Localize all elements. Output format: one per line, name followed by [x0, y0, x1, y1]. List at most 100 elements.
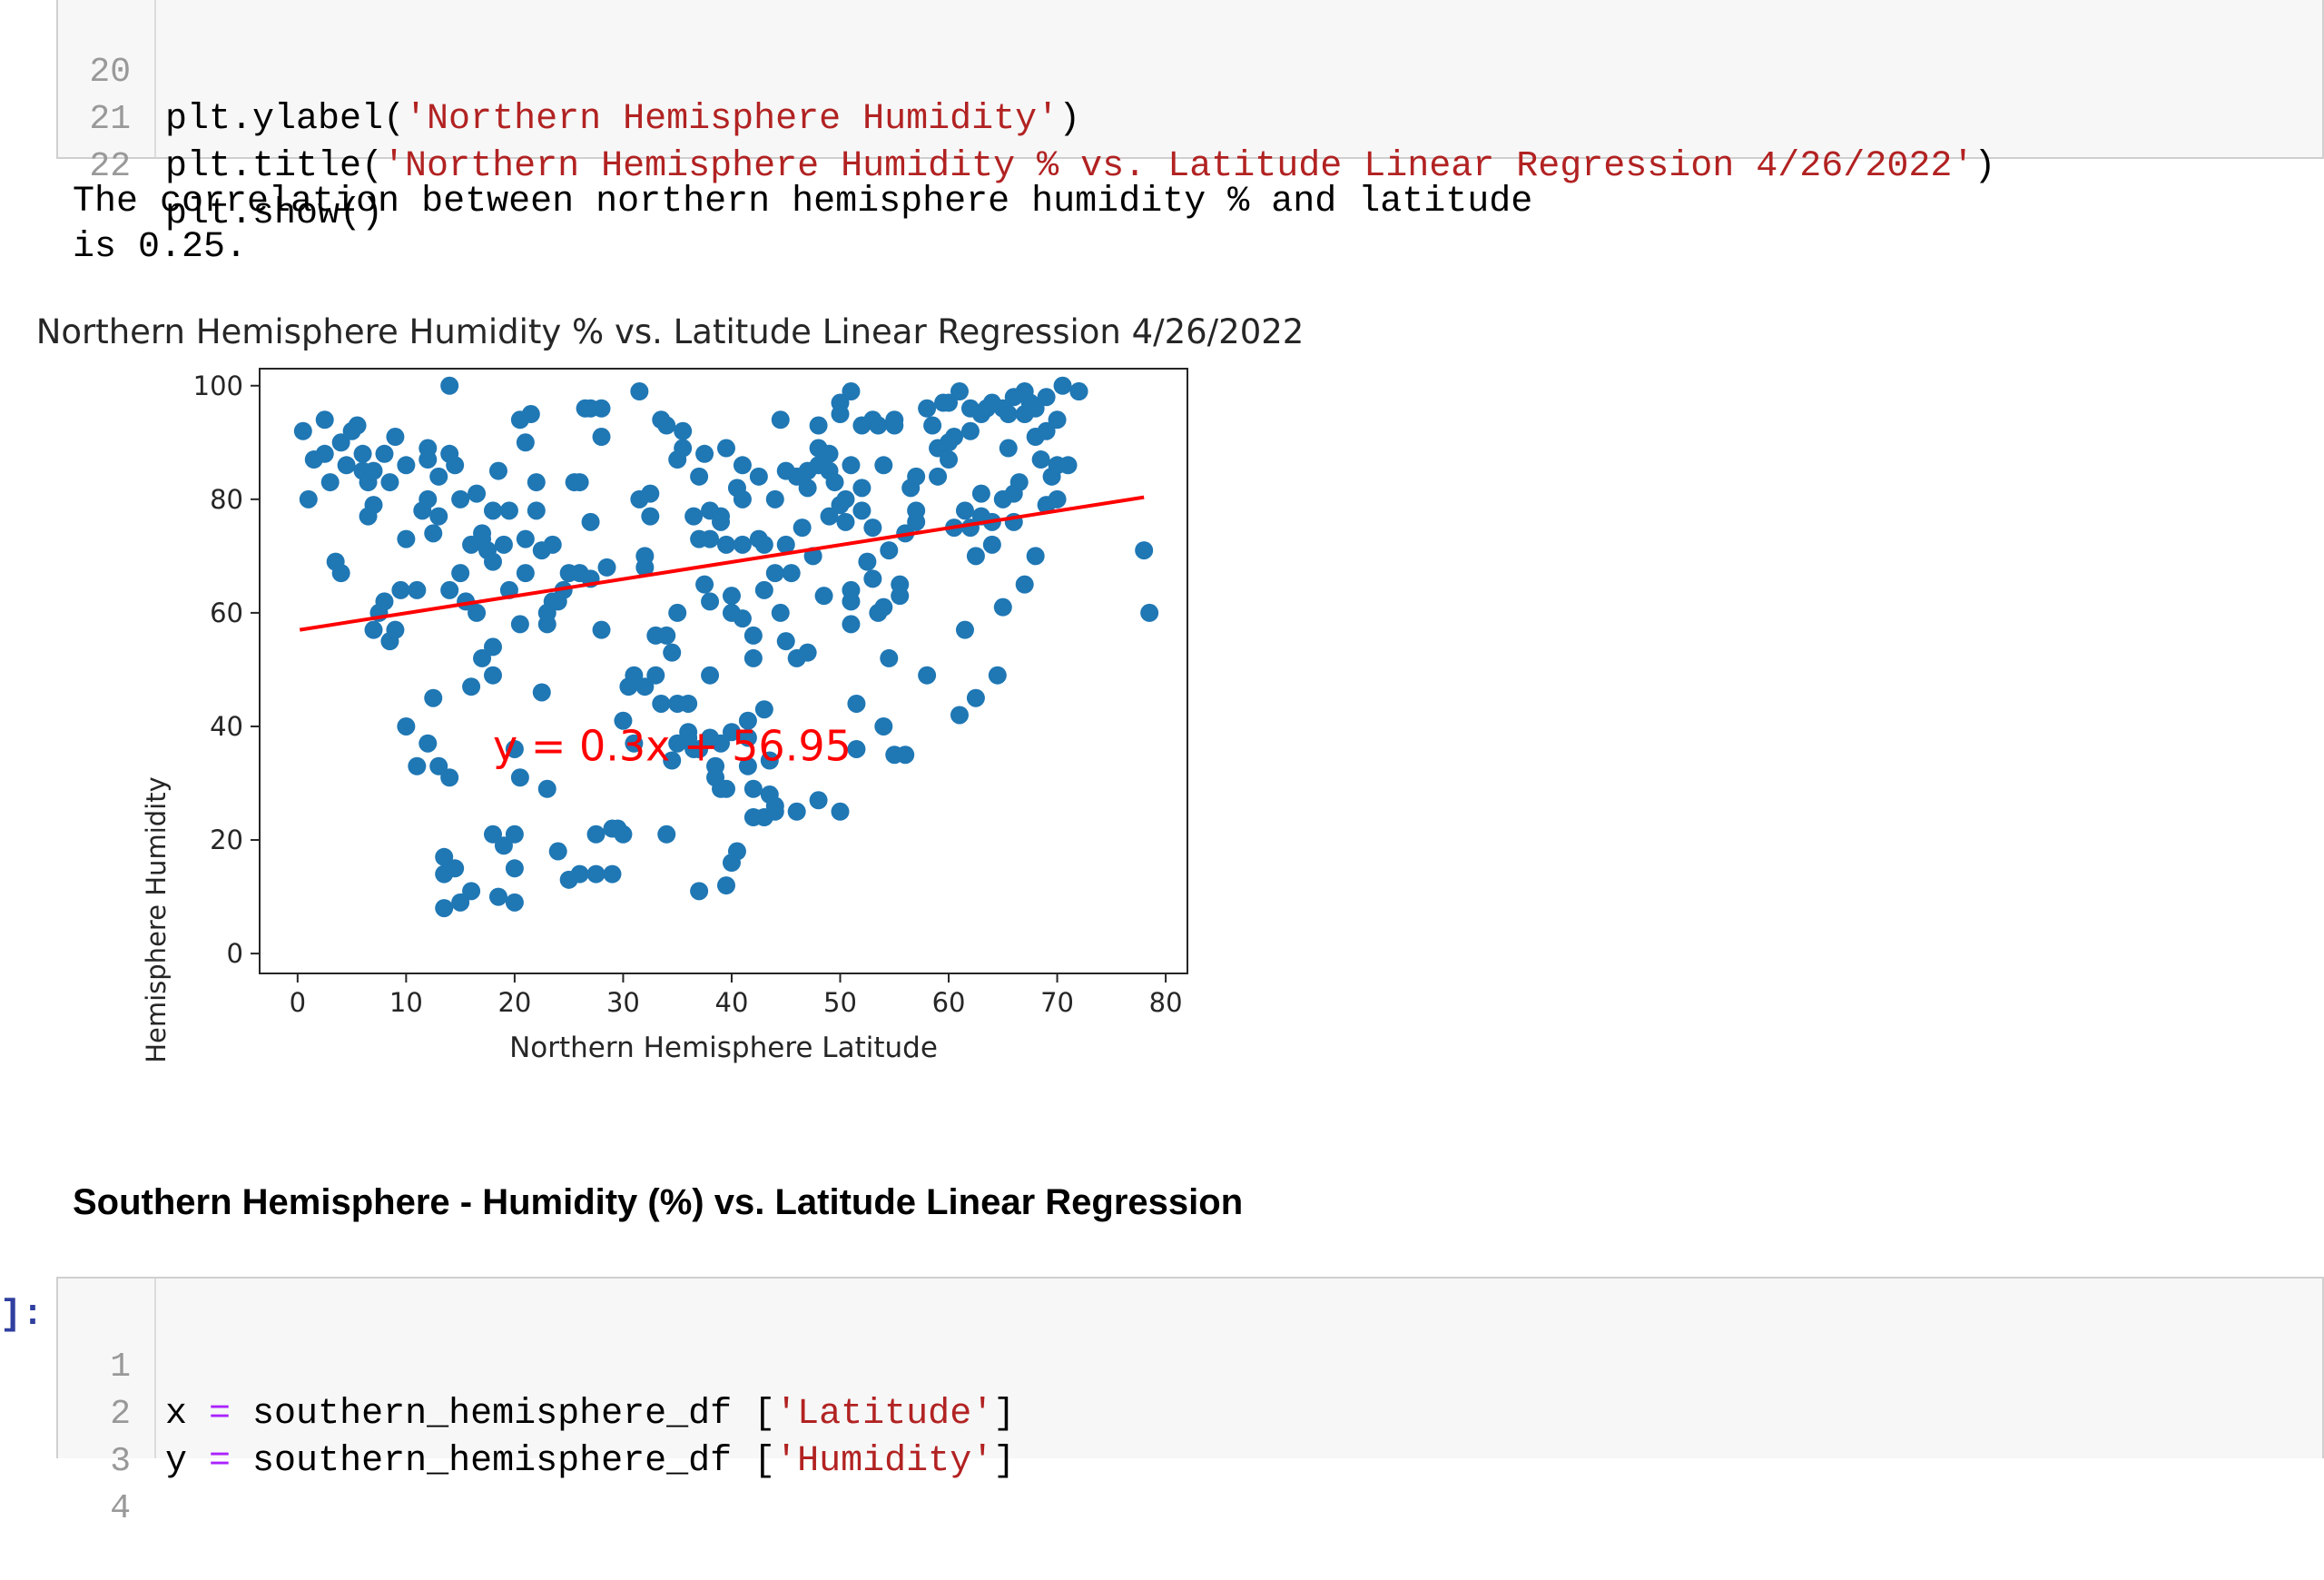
data-point	[527, 473, 546, 492]
line-number: 4	[110, 1489, 131, 1528]
data-point	[364, 461, 383, 480]
data-point	[586, 825, 606, 844]
data-point	[451, 564, 470, 583]
data-point	[940, 450, 959, 469]
data-point	[625, 666, 644, 685]
data-point	[375, 592, 394, 611]
code-text: )	[1059, 99, 1081, 140]
data-point	[684, 507, 704, 526]
data-point	[451, 489, 470, 509]
data-point	[299, 489, 318, 509]
data-point	[950, 706, 969, 725]
data-point	[798, 643, 817, 662]
data-point	[592, 620, 611, 639]
data-point	[869, 416, 888, 435]
x-tick-label: 30	[606, 987, 640, 1018]
data-point	[695, 575, 714, 594]
data-point	[521, 405, 540, 424]
data-point	[380, 473, 399, 492]
data-point	[320, 473, 340, 492]
data-point	[863, 518, 882, 538]
data-point	[440, 768, 459, 787]
data-point	[765, 489, 784, 509]
data-point	[657, 626, 676, 645]
data-point	[516, 529, 535, 548]
data-point	[743, 779, 763, 798]
plot-frame	[259, 368, 1188, 974]
data-point	[814, 587, 833, 606]
data-point	[727, 842, 746, 861]
data-point	[630, 382, 649, 401]
data-point	[749, 467, 768, 486]
data-point	[641, 507, 660, 526]
code-line: 3	[58, 1391, 145, 1481]
line-number: 2	[110, 1395, 131, 1434]
data-point	[971, 484, 990, 503]
y-tick-label: 100	[193, 370, 243, 401]
data-point	[690, 739, 709, 758]
data-point	[1048, 489, 1067, 509]
data-point	[874, 456, 893, 475]
data-point	[733, 456, 752, 475]
data-point	[765, 564, 784, 583]
data-point	[674, 421, 693, 440]
data-point	[635, 547, 655, 566]
data-point	[663, 643, 682, 662]
data-point	[446, 456, 465, 475]
data-point	[918, 399, 937, 418]
code-text: plt.show()	[165, 193, 384, 234]
data-point	[733, 535, 752, 554]
code-string: 'Northern Hemisphere Humidity'	[405, 99, 1059, 140]
data-point	[679, 694, 698, 713]
data-point	[988, 666, 1007, 685]
data-point	[663, 751, 682, 770]
data-point	[738, 711, 757, 730]
data-point	[1037, 388, 1056, 407]
x-axis-label: Northern Hemisphere Latitude	[509, 1032, 938, 1064]
data-point	[331, 433, 350, 452]
code-text: ]	[993, 1441, 1016, 1482]
data-point	[516, 564, 535, 583]
data-point	[391, 580, 410, 599]
section-heading: Southern Hemisphere - Humidity (%) vs. L…	[73, 1182, 1244, 1222]
data-point	[701, 666, 720, 685]
code-text: southern_hemisphere_df [	[231, 1394, 776, 1435]
data-point	[586, 864, 606, 884]
line-number: 21	[89, 100, 131, 139]
data-point	[597, 558, 616, 577]
code-text: ]	[993, 1394, 1016, 1435]
y-tick-label: 20	[210, 825, 243, 855]
code-string: 'Northern Hemisphere Humidity % vs. Lati…	[383, 146, 1974, 187]
data-point	[858, 552, 877, 571]
data-point	[885, 416, 904, 435]
data-point	[386, 620, 405, 639]
data-point	[483, 825, 502, 844]
data-point	[408, 580, 427, 599]
code-cell-bottom[interactable]: 1 x = southern_hemisphere_df ['Latitude'…	[56, 1277, 2324, 1528]
data-point	[570, 864, 589, 884]
regression-line	[299, 495, 1145, 632]
data-point	[483, 501, 502, 520]
data-point	[701, 592, 720, 611]
code-string: 'Humidity'	[775, 1441, 994, 1482]
data-point	[592, 399, 611, 418]
y-axis-label: Northern Hemisphere Humidity	[141, 776, 172, 1071]
data-point	[510, 768, 529, 787]
data-point	[429, 507, 448, 526]
data-point	[337, 456, 356, 475]
data-point	[315, 410, 334, 430]
data-point	[880, 648, 899, 667]
code-line: 1 x = southern_hemisphere_df ['Latitude'…	[58, 1297, 1015, 1435]
data-point	[836, 512, 855, 531]
data-point	[798, 479, 817, 498]
scatter-chart: Northern Hemisphere Humidity % vs. Latit…	[36, 312, 1305, 1071]
data-point	[397, 716, 416, 736]
data-point	[293, 421, 312, 440]
code-cell-top[interactable]: 20 plt.ylabel('Northern Hemisphere Humid…	[56, 0, 2324, 234]
data-point	[760, 751, 779, 770]
data-point	[435, 899, 454, 918]
data-point	[483, 637, 502, 657]
data-point	[842, 456, 861, 475]
data-point	[923, 416, 942, 435]
line-number-gutter	[58, 1279, 156, 1458]
